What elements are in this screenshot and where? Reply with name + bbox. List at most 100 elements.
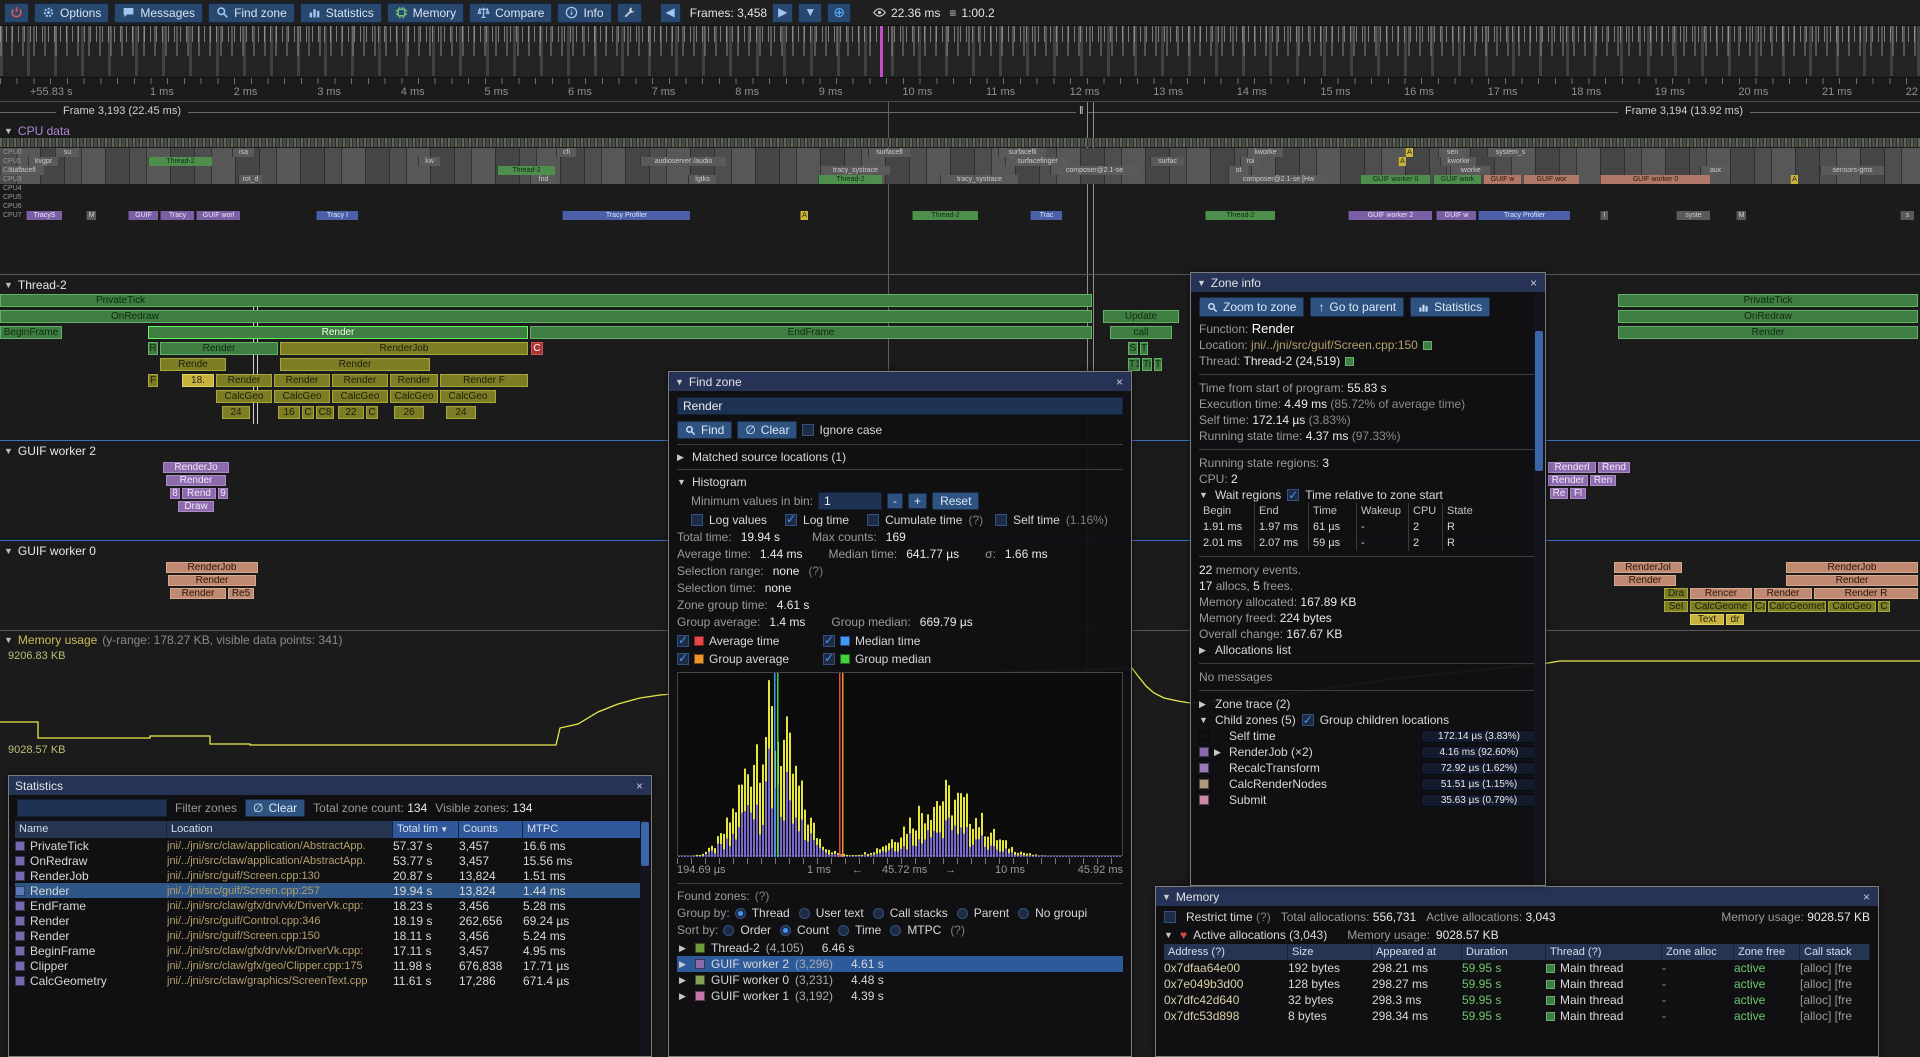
timeline-zone[interactable]: RenderJob (280, 342, 528, 355)
radio-button[interactable] (838, 924, 850, 936)
timeline-zone[interactable]: T1 (1128, 358, 1140, 371)
tools-button[interactable] (616, 2, 642, 23)
timeline-zone[interactable]: Render (1548, 475, 1588, 486)
timeline-zone[interactable]: Rend (182, 488, 216, 499)
cpu-segment[interactable]: Tracy (160, 211, 194, 220)
sort-by-option[interactable]: MTPC (890, 923, 941, 937)
filter-zones-input[interactable] (17, 799, 167, 817)
cpu-segment[interactable]: surfacefli (998, 148, 1046, 157)
cpu-segment[interactable]: Tracy Profiler (1478, 211, 1570, 220)
timeline-zone[interactable]: dr (1726, 614, 1744, 625)
timeline-zone[interactable]: CalcGeo (1828, 601, 1876, 612)
cpu-segment[interactable]: Tracy Profiler (562, 211, 690, 220)
memory-window-titlebar[interactable]: ▼ Memory × (1156, 887, 1878, 906)
cpu-segment[interactable]: ot (1228, 166, 1248, 175)
cpu-segment[interactable]: M (1736, 211, 1746, 220)
source-color-square[interactable] (1422, 341, 1432, 351)
zone-info-scrollbar[interactable] (1534, 293, 1544, 885)
legend-item[interactable]: Group median (823, 651, 969, 666)
radio-button[interactable] (872, 907, 884, 919)
checkbox[interactable] (677, 651, 689, 665)
matched-locations-expander[interactable]: ▶ Matched source locations (1) (677, 450, 847, 464)
cpu-segment[interactable]: GUIF worker 0 (1360, 175, 1430, 184)
next-frame-button[interactable]: ▶ (772, 2, 794, 23)
expand-icon[interactable]: ▶ (679, 974, 686, 985)
timeline-zone[interactable]: RenderJob (1786, 562, 1918, 573)
cpu-segment[interactable]: aux (1700, 166, 1730, 175)
timeline-zone[interactable]: Render (160, 342, 278, 355)
timeline-zone[interactable]: CalcGeo (216, 390, 272, 403)
timeline-zone[interactable]: Render (148, 326, 528, 339)
info-button[interactable]: Info (557, 2, 612, 23)
cpu-segment[interactable]: surfacefinger (1005, 157, 1069, 166)
goto-frame-button[interactable]: ⊕ (827, 2, 851, 23)
cpu-segment[interactable]: Tracy I (316, 211, 358, 220)
timeline-zone[interactable]: Renderl (1548, 462, 1596, 473)
timeline-zone[interactable]: C (302, 406, 314, 419)
statistics-row[interactable]: Render jni/../jni/src/guif/Screen.cpp:25… (15, 883, 645, 898)
group-by-option[interactable]: User text (798, 906, 864, 920)
timeline-zone[interactable]: 16 (278, 406, 300, 419)
timeline-zone[interactable]: Rend (1598, 462, 1630, 473)
timeline-zone[interactable]: Sel (1664, 601, 1688, 612)
timeline-zone[interactable]: Render (1786, 575, 1918, 586)
cpu-segment[interactable]: syste (1676, 211, 1710, 220)
zone-info-window-titlebar[interactable]: ▼ Zone info × (1191, 273, 1545, 292)
timeline-zone[interactable]: Dra (1664, 588, 1688, 599)
histogram-option[interactable]: Cumulate time (?) (867, 513, 983, 527)
scrollbar-thumb[interactable] (1535, 331, 1543, 471)
timeline-zone[interactable]: C (531, 342, 543, 355)
child-zone-row[interactable]: ▶ Self time 172.14 µs (3.83%) (1199, 728, 1537, 744)
timeline-zone[interactable]: Render (1618, 326, 1918, 339)
cpu-segment[interactable]: A (800, 211, 808, 220)
options-button[interactable]: Options (34, 2, 110, 23)
min-bin-input[interactable] (818, 492, 883, 510)
cpu-segment[interactable]: kworke (1247, 148, 1283, 157)
statistics-row[interactable]: EndFrame jni/../jni/src/claw/gfx/drv/vk/… (15, 898, 645, 913)
thread-color-square[interactable] (1345, 357, 1355, 367)
timeline-zone[interactable]: Render (170, 588, 226, 599)
cpu-segment[interactable]: sen (1438, 148, 1466, 157)
timeline-zone[interactable]: T (1140, 342, 1148, 355)
cpu-segment[interactable]: system_s (1487, 148, 1533, 157)
timeline-zone[interactable]: PrivateTick (1618, 294, 1918, 307)
child-zone-row[interactable]: ▶ CalcRenderNodes 51.51 µs (1.15%) (1199, 776, 1537, 792)
cpu-segment[interactable]: su (55, 148, 79, 157)
child-zones-expander[interactable]: ▼Child zones (5) Group children location… (1199, 712, 1537, 728)
checkbox[interactable] (691, 514, 703, 526)
statistics-scrollbar[interactable] (640, 820, 650, 1056)
timeline-zone[interactable]: 9 (218, 488, 228, 499)
checkbox[interactable] (823, 651, 835, 665)
timeline-zone[interactable]: Render (1614, 575, 1676, 586)
power-button[interactable] (4, 2, 29, 23)
timeline-zone[interactable]: Ca (1754, 601, 1766, 612)
cpu-segment[interactable]: kworke (1440, 157, 1476, 166)
timeline-zone[interactable]: S (1128, 342, 1138, 355)
memory-usage-header[interactable]: ▼ Memory usage (y-range: 178.27 KB, visi… (4, 633, 343, 647)
find-button[interactable]: Find (677, 421, 733, 439)
allocations-list-expander[interactable]: ▶ Allocations list (1199, 643, 1292, 657)
statistics-button[interactable]: Statistics (299, 2, 382, 23)
cpu-segment[interactable]: GUIF w (1483, 175, 1521, 184)
checkbox[interactable] (995, 514, 1008, 526)
worker2-header[interactable]: ▼ GUIF worker 2 (4, 444, 96, 458)
timeline-zone[interactable]: Rende (160, 358, 226, 371)
checkbox[interactable] (785, 512, 798, 526)
radio-button[interactable] (780, 924, 792, 936)
statistics-window-titlebar[interactable]: Statistics × (9, 776, 651, 795)
reset-button[interactable]: Reset (932, 492, 980, 510)
cpu-segment[interactable]: tracy_systrace (940, 175, 1018, 184)
child-zone-row[interactable]: ▶ RenderJob (×2) 4.16 ms (92.60%) (1199, 744, 1537, 760)
timeline-zone[interactable]: Render (216, 374, 272, 387)
thread2-header[interactable]: ▼ Thread-2 (4, 278, 67, 292)
cpu-segment[interactable]: Thread-2 (912, 211, 978, 220)
timeline-zone[interactable]: CalcGeo (440, 390, 496, 403)
cpu-segment[interactable]: kvgpr (28, 157, 58, 166)
child-zone-row[interactable]: ▶ Submit 35.63 µs (0.79%) (1199, 792, 1537, 808)
group-children-checkbox[interactable] (1301, 712, 1314, 728)
zone-trace-expander[interactable]: ▶ Zone trace (2) (1199, 697, 1291, 711)
min-bin-decrement[interactable]: - (887, 493, 904, 509)
cpu-segment[interactable]: composer@2.1-se [Hw (1228, 175, 1328, 184)
histogram-option[interactable]: Log values (691, 513, 773, 527)
